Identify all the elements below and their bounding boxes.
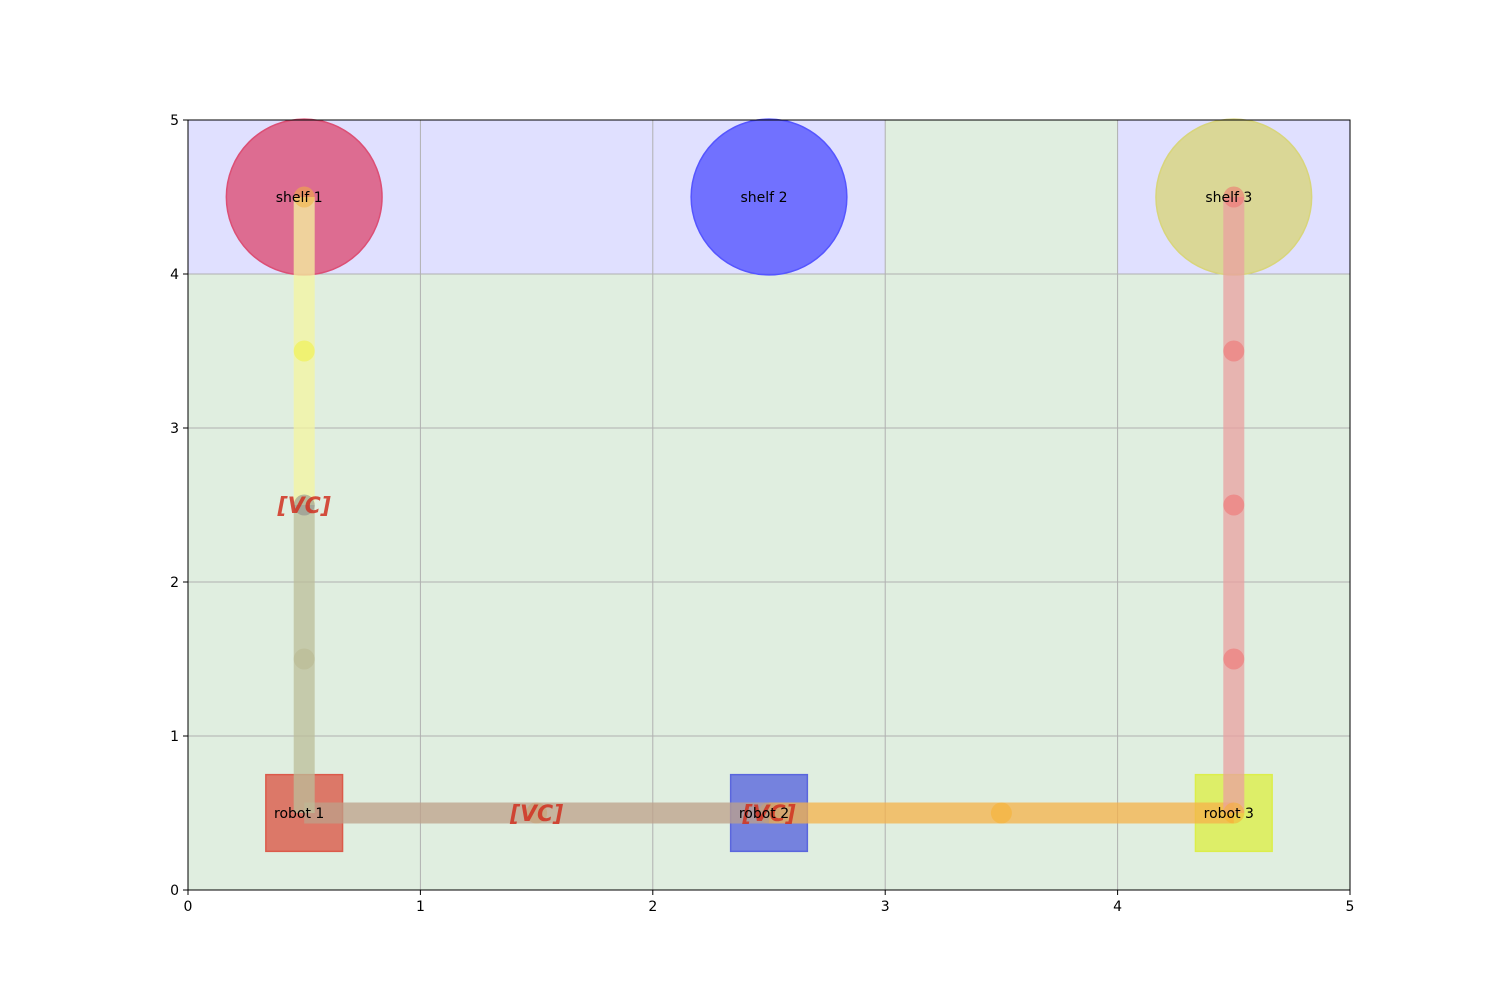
vc-labels: [VC] [VC] [VC] [277, 494, 796, 827]
path-marker [293, 340, 315, 362]
shelf-label: shelf 3 [1205, 190, 1252, 206]
robot-label: robot 2 [739, 806, 789, 822]
path-marker [1223, 648, 1245, 670]
cell-region [885, 120, 1118, 274]
y-tick-label: 0 [170, 883, 179, 899]
shelf-labels: shelf 1 shelf 2 shelf 3 [276, 190, 1253, 206]
vc-label: [VC] [277, 494, 331, 519]
x-tick-label: 5 [1346, 899, 1355, 915]
robot-label: robot 3 [1204, 806, 1254, 822]
path-marker [1223, 802, 1245, 824]
vc-label: [VC] [509, 802, 563, 827]
y-tick-label: 2 [170, 575, 179, 591]
robot-labels: robot 1 robot 2 robot 3 [274, 806, 1254, 822]
x-tick-label: 2 [648, 899, 657, 915]
x-tick-label: 3 [881, 899, 890, 915]
x-tick-label: 0 [184, 899, 193, 915]
y-axis-ticks: 0 1 2 3 4 5 [170, 113, 188, 899]
robot-label: robot 1 [274, 806, 324, 822]
shelf-label: shelf 1 [276, 190, 323, 206]
shelf-label: shelf 2 [741, 190, 788, 206]
y-tick-label: 1 [170, 729, 179, 745]
path-marker [990, 802, 1012, 824]
path-marker [293, 186, 315, 208]
path-marker [526, 802, 548, 824]
path-marker [1223, 494, 1245, 516]
y-tick-label: 5 [170, 113, 179, 129]
x-axis-ticks: 0 1 2 3 4 5 [184, 890, 1355, 915]
y-tick-label: 4 [170, 267, 179, 283]
path-marker [293, 648, 315, 670]
path-markers [293, 186, 1245, 824]
x-tick-label: 1 [416, 899, 425, 915]
path-marker [1223, 340, 1245, 362]
path-marker [293, 494, 315, 516]
shelf-marker [690, 118, 848, 276]
x-tick-label: 4 [1113, 899, 1122, 915]
vc-label: [VC] [741, 802, 795, 827]
plot-frame [187, 119, 1351, 891]
path-marker [1223, 186, 1245, 208]
y-tick-label: 3 [170, 421, 179, 437]
path-marker [758, 802, 780, 824]
